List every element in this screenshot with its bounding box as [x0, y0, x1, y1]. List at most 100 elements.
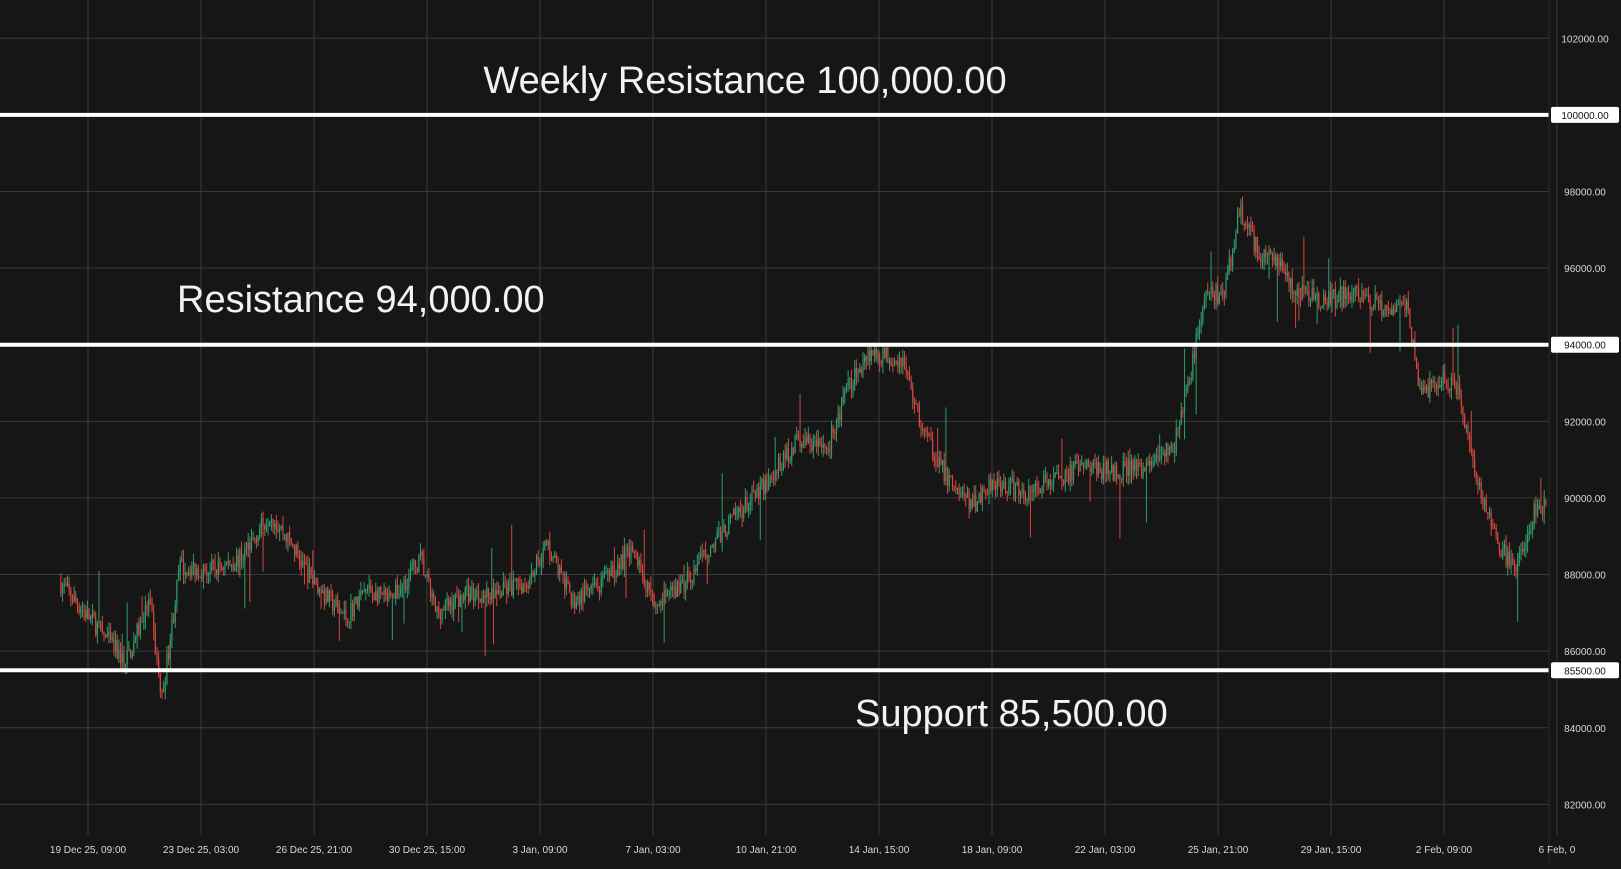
candle-body — [100, 621, 102, 623]
candle-body — [1401, 302, 1403, 304]
candle-body — [1142, 468, 1144, 476]
candle-body — [73, 595, 75, 602]
candle-body — [620, 554, 622, 569]
candle-body — [499, 590, 501, 597]
candle-body — [1531, 522, 1534, 531]
candle-body — [1256, 237, 1259, 256]
candle-body — [966, 490, 969, 498]
candle-body — [986, 493, 988, 495]
candle-body — [883, 348, 886, 358]
candle-body — [121, 653, 123, 663]
candle-body — [1250, 224, 1252, 231]
candle-body — [1467, 425, 1469, 436]
candle-body — [656, 604, 659, 606]
candle-body — [1122, 461, 1124, 480]
candle-body — [1420, 385, 1423, 393]
candle-body — [105, 633, 107, 638]
candle-body — [1469, 435, 1471, 446]
candle-body — [661, 601, 664, 606]
candle-body — [279, 528, 281, 532]
candle-body — [1233, 246, 1235, 251]
candle-body — [1346, 291, 1348, 300]
candle-body — [698, 554, 700, 565]
candle-body — [212, 560, 214, 563]
candle-body — [1092, 459, 1094, 469]
candle-body — [1235, 233, 1237, 247]
candle-body — [395, 584, 397, 599]
candle-body — [758, 487, 760, 498]
candle-body — [375, 591, 377, 600]
candle-body — [1187, 380, 1189, 389]
candle-body — [549, 541, 551, 557]
candle-body — [1326, 301, 1328, 307]
candle-body — [406, 587, 408, 590]
candle-body — [637, 553, 639, 566]
candle-body — [1135, 458, 1138, 472]
candle-body — [71, 598, 74, 602]
candle-body — [898, 357, 901, 368]
candle-body — [1409, 308, 1411, 328]
candle-body — [504, 581, 506, 588]
candle-body — [792, 447, 795, 454]
candle-body — [817, 438, 819, 447]
candle-body — [141, 621, 143, 623]
candle-body — [254, 537, 256, 539]
candle-body — [812, 441, 814, 451]
candle-body — [673, 587, 675, 590]
candle-body — [643, 576, 645, 586]
candle-body — [1246, 224, 1249, 228]
candle-body — [1324, 294, 1327, 302]
y-tick-label: 84000.00 — [1564, 724, 1606, 735]
candle-body — [461, 595, 463, 597]
candle-body — [1150, 461, 1153, 467]
candle-body — [76, 601, 79, 607]
annotations: Weekly Resistance 100,000.00 Resistance … — [177, 60, 1168, 735]
candle-body — [630, 545, 632, 558]
candle-body — [1472, 451, 1474, 459]
candle-body — [1515, 566, 1517, 573]
candle-body — [1089, 466, 1091, 472]
candle-body — [158, 659, 160, 675]
candle-body — [439, 612, 442, 620]
candle-body — [1111, 465, 1113, 473]
candle-body — [371, 591, 374, 595]
candle-body — [128, 649, 130, 651]
candle-body — [240, 549, 243, 561]
candle-body — [885, 347, 887, 358]
candle-body — [1366, 295, 1368, 297]
candle-body — [168, 652, 170, 660]
candle-body — [239, 549, 241, 568]
candle-body — [895, 361, 897, 363]
candle-body — [1125, 466, 1128, 476]
candle-body — [882, 348, 884, 364]
candle-body — [1477, 480, 1479, 486]
candle-body — [1391, 309, 1393, 315]
candle-body — [61, 585, 64, 595]
candle-body — [1056, 472, 1058, 474]
candle-body — [287, 532, 289, 543]
candles — [60, 196, 1547, 700]
candle-body — [915, 403, 917, 405]
candle-body — [337, 600, 339, 606]
x-tick-label: 6 Feb, 0 — [1539, 845, 1576, 856]
candle-body — [542, 547, 544, 562]
candle-body — [1062, 481, 1065, 484]
candle-body — [206, 571, 208, 576]
candle-body — [1498, 543, 1501, 553]
candle-body — [1381, 300, 1383, 315]
candle-body — [728, 516, 730, 534]
candle-body — [1215, 284, 1217, 302]
candle-body — [1333, 289, 1335, 292]
candle-body — [469, 592, 471, 602]
candle-body — [1225, 275, 1227, 297]
candle-body — [1003, 480, 1005, 489]
candle-body — [850, 378, 853, 392]
candle-body — [492, 587, 495, 599]
candle-body — [335, 600, 337, 608]
candle-body — [627, 547, 629, 549]
candle-body — [1134, 458, 1136, 472]
candle-body — [612, 565, 614, 577]
candle-body — [1432, 380, 1434, 383]
candle-body — [646, 581, 649, 592]
